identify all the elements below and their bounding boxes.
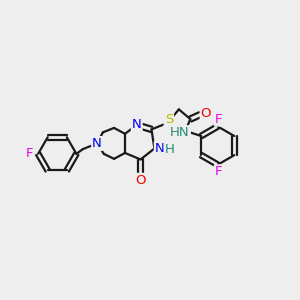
Text: N: N	[132, 118, 142, 131]
Text: N: N	[155, 142, 165, 155]
Text: F: F	[215, 112, 222, 126]
Text: H: H	[165, 143, 175, 156]
Text: N: N	[92, 137, 102, 150]
Text: HN: HN	[170, 126, 190, 139]
Text: F: F	[215, 165, 222, 178]
Text: O: O	[201, 107, 211, 120]
Text: F: F	[26, 147, 34, 160]
Text: O: O	[135, 174, 146, 187]
Text: S: S	[165, 113, 173, 127]
